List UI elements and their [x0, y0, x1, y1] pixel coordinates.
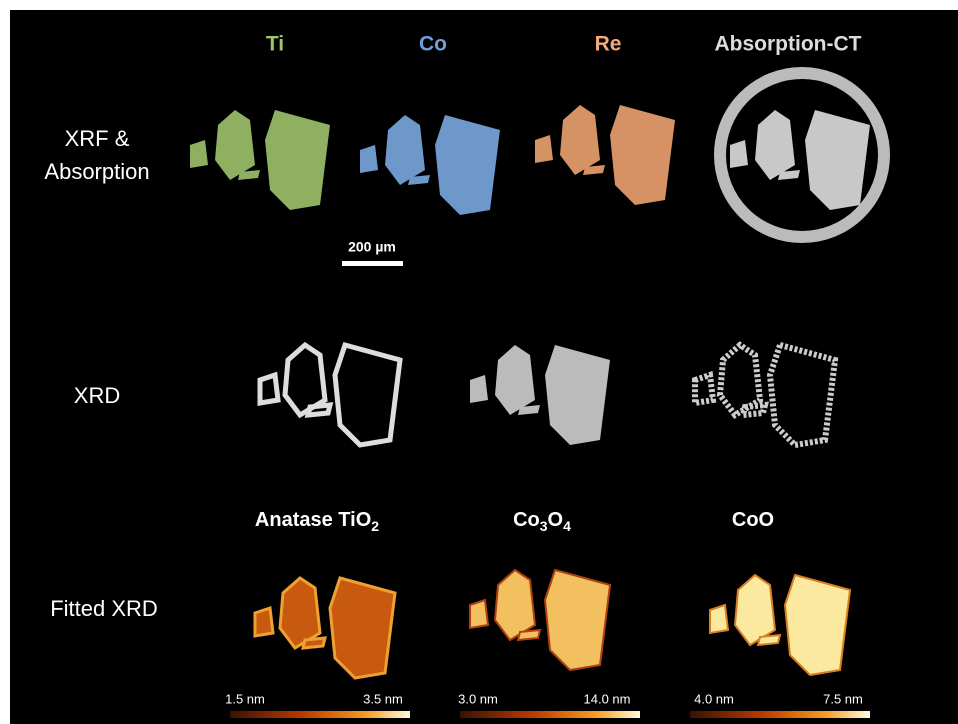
phase-label: Co3O4	[513, 509, 571, 533]
row-label: XRF &	[65, 126, 130, 151]
colorbar-label: 4.0 nm	[694, 691, 734, 706]
column-header: Re	[595, 33, 622, 56]
column-header: Absorption-CT	[715, 33, 862, 56]
ct-ring	[714, 67, 890, 243]
row-label: XRD	[74, 383, 120, 408]
colorbar-label: 3.5 nm	[363, 691, 403, 706]
phase-label: Anatase TiO2	[255, 509, 379, 533]
column-header: Co	[419, 33, 447, 56]
colorbar-label: 7.5 nm	[823, 691, 863, 706]
column-header: Ti	[266, 33, 284, 56]
colorbar-label: 3.0 nm	[458, 691, 498, 706]
scale-bar	[342, 261, 403, 266]
colorbar-label: 14.0 nm	[584, 691, 631, 706]
colorbar	[460, 711, 640, 718]
row-label: Fitted XRD	[50, 596, 158, 621]
scale-bar-label: 200 µm	[348, 239, 396, 255]
colorbar	[690, 711, 870, 718]
colorbar	[230, 711, 410, 718]
colorbar-label: 1.5 nm	[225, 691, 265, 706]
row-label: Absorption	[44, 159, 149, 184]
phase-label: CoO	[732, 509, 774, 531]
